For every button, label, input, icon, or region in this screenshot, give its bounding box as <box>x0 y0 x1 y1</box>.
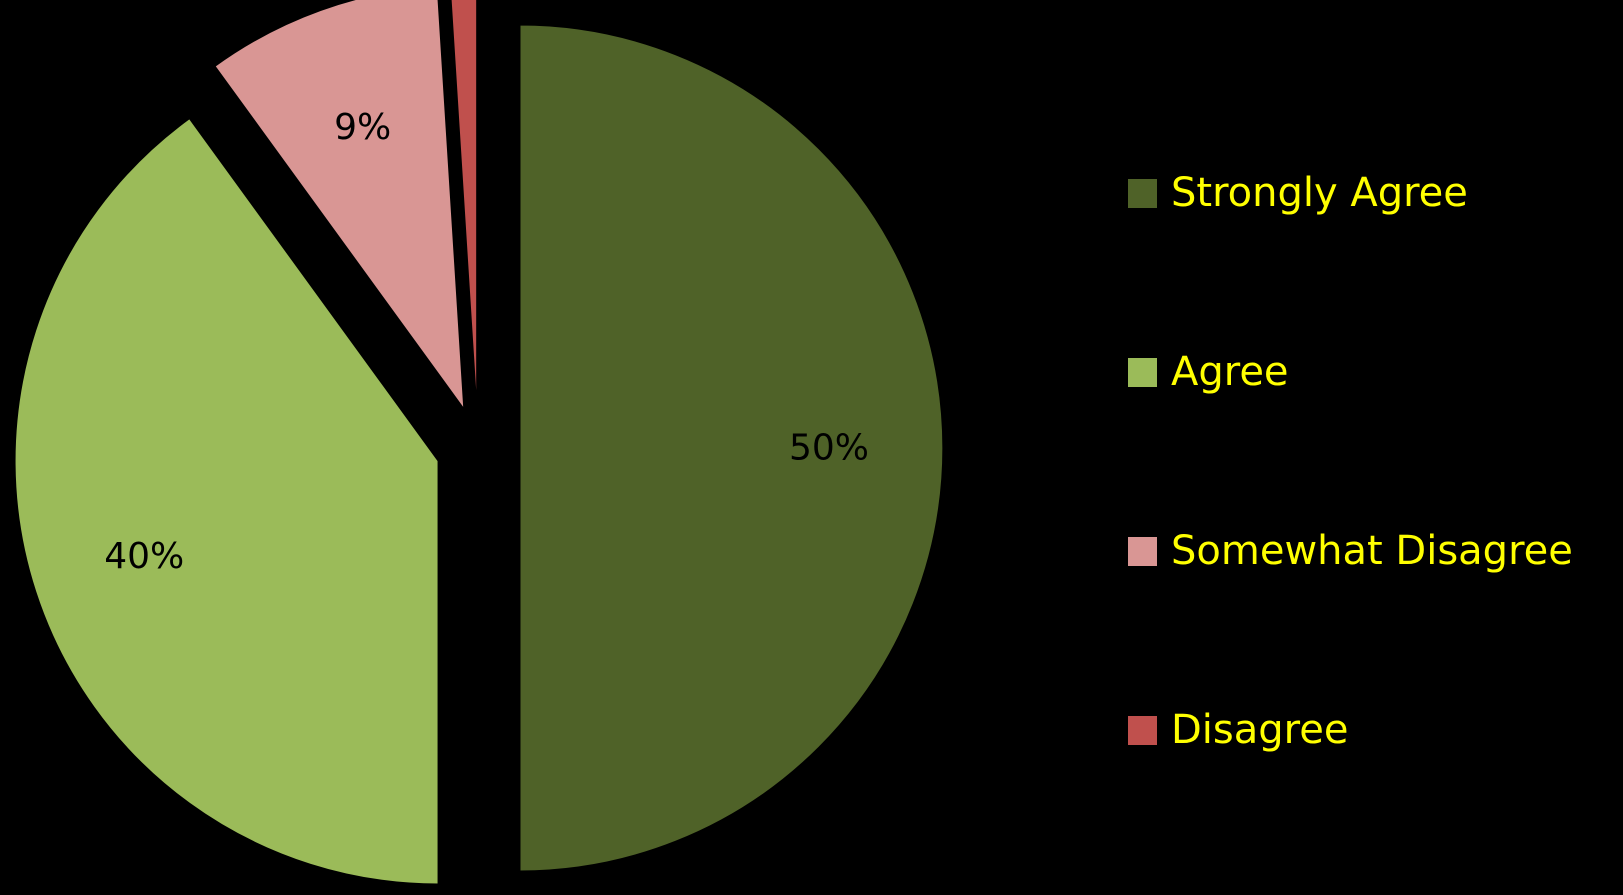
legend-label-somewhat-disagree: Somewhat Disagree <box>1171 528 1573 574</box>
data-label-somewhat-disagree: 9% <box>334 107 391 148</box>
legend-item-somewhat-disagree: Somewhat Disagree <box>1128 526 1573 576</box>
legend-label-agree: Agree <box>1171 349 1289 395</box>
legend-swatch-strongly-agree <box>1128 178 1157 208</box>
legend-item-disagree: Disagree <box>1128 705 1348 755</box>
legend-swatch-agree <box>1128 357 1157 387</box>
legend-item-agree: Agree <box>1128 347 1289 397</box>
legend-label-strongly-agree: Strongly Agree <box>1171 170 1468 216</box>
legend-label-disagree: Disagree <box>1171 707 1349 753</box>
pie-slice-strongly-agree <box>519 24 944 872</box>
legend-swatch-somewhat-disagree <box>1128 536 1157 566</box>
pie-slice-disagree <box>450 0 478 407</box>
pie-slice-agree <box>14 118 439 885</box>
data-label-agree: 40% <box>104 536 184 577</box>
legend-swatch-disagree <box>1128 715 1157 745</box>
data-label-strongly-agree: 50% <box>789 428 869 469</box>
pie-slice-somewhat-disagree <box>214 0 465 411</box>
legend-item-strongly-agree: Strongly Agree <box>1128 168 1468 218</box>
